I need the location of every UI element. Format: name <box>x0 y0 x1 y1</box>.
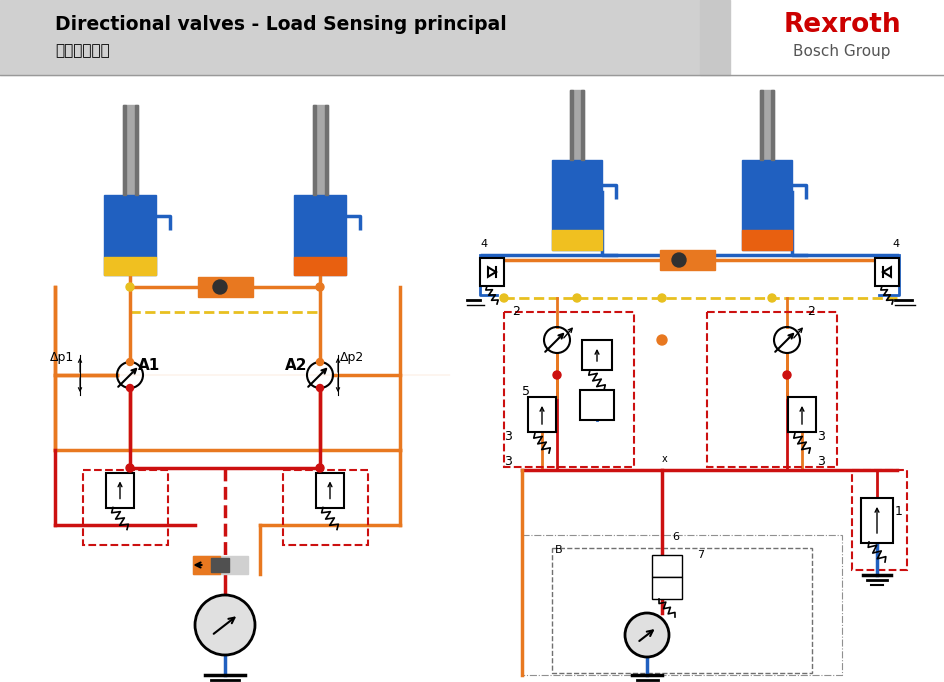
Bar <box>211 558 228 572</box>
Circle shape <box>767 294 775 302</box>
Bar <box>659 250 714 270</box>
Bar <box>787 397 815 432</box>
Bar <box>741 160 791 250</box>
Text: 3: 3 <box>503 455 512 468</box>
Bar <box>528 397 555 432</box>
Circle shape <box>194 595 255 655</box>
Bar <box>104 257 156 275</box>
Bar <box>0 0 944 75</box>
Text: Δp2: Δp2 <box>340 351 363 364</box>
Circle shape <box>126 385 133 391</box>
Text: x: x <box>662 454 667 464</box>
Bar <box>324 105 328 195</box>
Text: 3: 3 <box>503 430 512 443</box>
Circle shape <box>656 335 666 345</box>
Bar <box>700 0 729 75</box>
Bar <box>582 340 612 370</box>
Bar <box>312 105 315 195</box>
Circle shape <box>126 359 133 366</box>
Text: 2: 2 <box>806 305 814 318</box>
Bar <box>294 195 346 275</box>
Bar <box>480 258 503 286</box>
Bar <box>282 470 367 545</box>
Circle shape <box>657 294 666 302</box>
Bar <box>580 390 614 420</box>
Text: Rexroth: Rexroth <box>783 12 900 38</box>
Text: 7: 7 <box>697 550 703 560</box>
Bar <box>294 257 346 275</box>
Bar <box>315 473 344 507</box>
Bar <box>851 470 906 570</box>
Bar <box>651 577 682 599</box>
Text: Directional valves - Load Sensing principal: Directional valves - Load Sensing princi… <box>55 15 506 34</box>
Circle shape <box>783 371 790 379</box>
Text: 6: 6 <box>671 532 679 542</box>
Text: Δp1: Δp1 <box>50 351 75 364</box>
Text: 5: 5 <box>521 385 530 398</box>
Text: Bosch Group: Bosch Group <box>792 44 890 59</box>
Text: 3: 3 <box>817 430 824 443</box>
Bar <box>706 312 836 467</box>
Bar <box>82 470 167 545</box>
Bar <box>651 555 682 577</box>
Text: 3: 3 <box>817 455 824 468</box>
Circle shape <box>624 613 668 657</box>
Text: 4: 4 <box>480 239 486 249</box>
Text: A1: A1 <box>138 358 160 373</box>
Text: 4: 4 <box>891 239 898 249</box>
Bar <box>860 498 892 543</box>
Bar <box>193 556 219 574</box>
Bar <box>759 90 773 160</box>
Bar <box>123 105 138 195</box>
Bar <box>759 90 762 160</box>
Bar <box>193 556 247 574</box>
Circle shape <box>316 359 323 366</box>
Text: 2: 2 <box>512 305 519 318</box>
Circle shape <box>315 464 324 472</box>
Circle shape <box>126 283 134 291</box>
Bar <box>197 277 252 297</box>
Bar <box>741 230 791 250</box>
Bar <box>551 230 601 250</box>
Polygon shape <box>487 267 496 277</box>
Bar <box>521 535 841 675</box>
Circle shape <box>572 294 581 302</box>
Text: B: B <box>554 545 562 555</box>
Circle shape <box>552 371 561 379</box>
Bar <box>551 160 601 250</box>
Bar <box>569 90 583 160</box>
Circle shape <box>671 253 685 267</box>
Bar <box>569 90 572 160</box>
Bar <box>581 90 583 160</box>
Bar <box>503 312 633 467</box>
Text: 1: 1 <box>894 505 902 518</box>
Bar <box>729 0 944 75</box>
Bar <box>104 195 156 275</box>
Bar <box>551 548 811 673</box>
Text: A2: A2 <box>285 358 307 373</box>
Bar <box>874 258 898 286</box>
Bar <box>770 90 773 160</box>
Bar <box>123 105 126 195</box>
Bar <box>312 105 328 195</box>
Polygon shape <box>882 267 890 277</box>
Circle shape <box>212 280 227 294</box>
Circle shape <box>316 385 323 391</box>
Bar <box>134 105 138 195</box>
Circle shape <box>126 464 134 472</box>
Circle shape <box>315 283 324 291</box>
Bar <box>106 473 134 507</box>
Text: 负荷传感原理: 负荷传感原理 <box>55 43 110 58</box>
Circle shape <box>499 294 508 302</box>
